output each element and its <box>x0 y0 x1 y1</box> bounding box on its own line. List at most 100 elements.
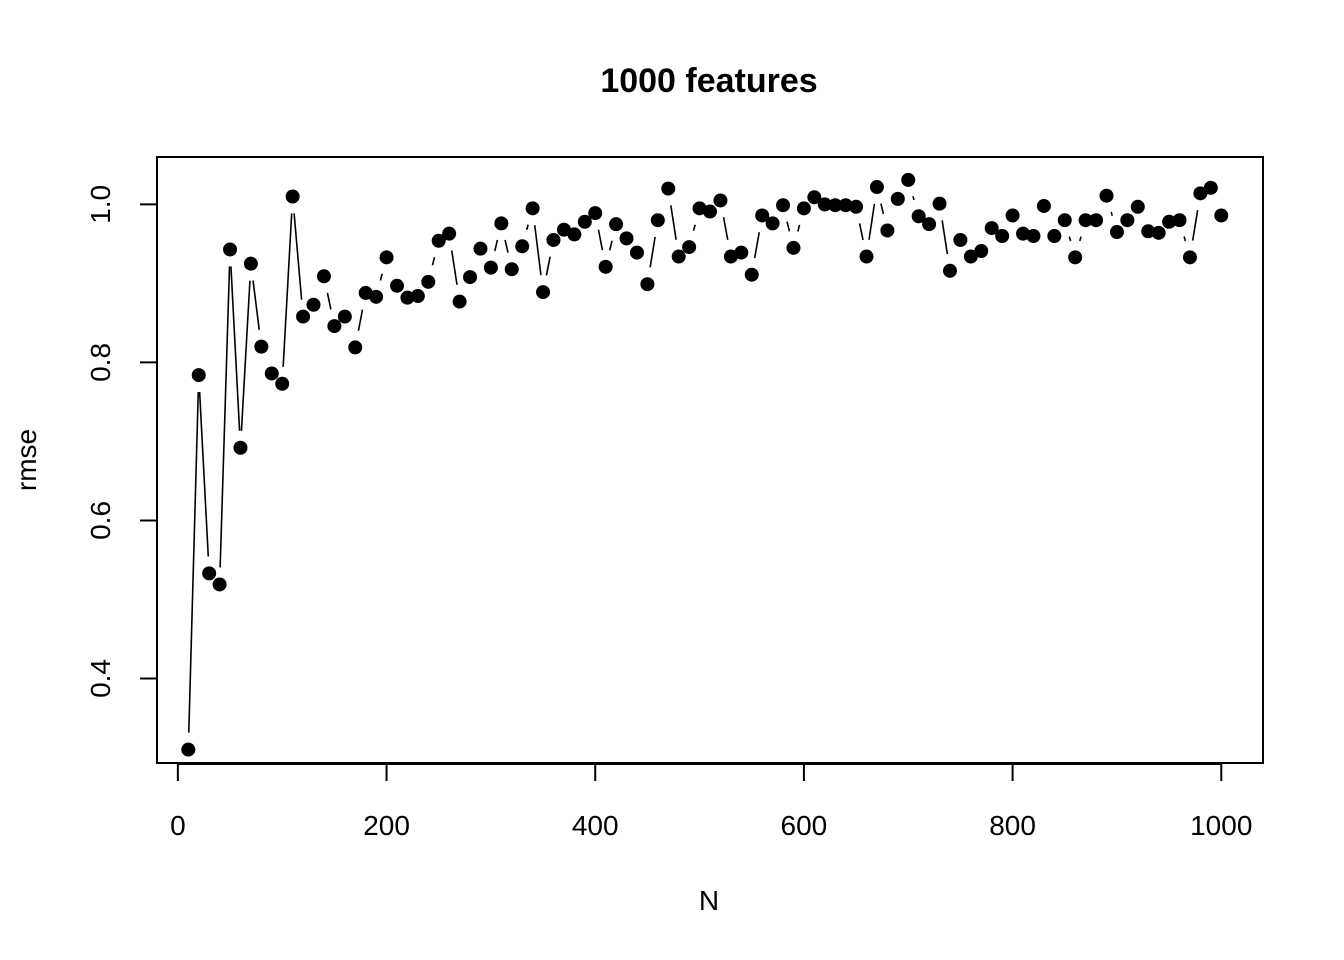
data-point <box>212 577 227 592</box>
data-point <box>796 201 811 216</box>
data-point <box>1026 229 1041 244</box>
chart-title: 1000 features <box>600 62 817 100</box>
data-point <box>713 193 728 208</box>
data-point <box>1057 213 1072 228</box>
data-point <box>400 290 415 305</box>
series-segment <box>450 250 458 285</box>
data-point <box>1151 225 1166 240</box>
data-point <box>984 221 999 236</box>
series-segment <box>198 391 210 557</box>
data-point <box>1109 225 1124 240</box>
series-segment <box>1079 236 1082 242</box>
data-point <box>1089 213 1104 228</box>
x-tick-label: 400 <box>572 810 619 841</box>
data-point <box>629 245 644 260</box>
data-point <box>463 270 478 285</box>
data-point <box>264 366 279 381</box>
data-point <box>389 278 404 293</box>
data-point <box>588 206 603 221</box>
data-point <box>807 190 822 205</box>
series-segment <box>753 232 761 259</box>
data-point <box>275 376 290 391</box>
y-tick-label: 0.4 <box>85 659 116 698</box>
data-point <box>1036 198 1051 213</box>
x-tick-label: 800 <box>989 810 1036 841</box>
series-segment <box>1068 236 1072 242</box>
data-point <box>1141 224 1156 239</box>
data-point <box>285 189 300 204</box>
data-point <box>1203 180 1218 195</box>
data-point <box>442 226 457 241</box>
x-tick-label: 1000 <box>1190 810 1252 841</box>
data-point <box>379 250 394 265</box>
y-tick-label: 0.6 <box>85 501 116 540</box>
data-point <box>1016 226 1031 241</box>
series-segment <box>597 229 604 251</box>
series-segment <box>670 205 677 240</box>
data-point <box>306 297 321 312</box>
data-point <box>494 216 509 231</box>
data-point <box>598 259 613 274</box>
data-point <box>410 289 425 304</box>
series-segment <box>608 240 613 251</box>
data-point <box>911 209 926 224</box>
data-point <box>556 222 571 237</box>
data-point <box>755 208 770 223</box>
series-segment <box>1110 211 1114 216</box>
series-segment <box>1183 236 1187 242</box>
data-point <box>1068 250 1083 265</box>
data-point <box>838 198 853 213</box>
data-point <box>890 191 905 206</box>
y-axis-label: rmse <box>11 429 42 491</box>
series-segment <box>1191 209 1199 241</box>
data-point <box>661 181 676 196</box>
data-point <box>682 240 697 255</box>
series-segment <box>525 224 529 231</box>
data-point <box>243 256 258 271</box>
data-point <box>316 269 331 284</box>
data-point <box>577 214 592 229</box>
x-tick-label: 600 <box>781 810 828 841</box>
series-segment <box>868 203 876 240</box>
series-segment <box>240 280 251 431</box>
data-point <box>546 232 561 247</box>
data-point <box>191 368 206 383</box>
series-segment <box>357 309 364 331</box>
data-point <box>995 229 1010 244</box>
series-segment <box>797 224 801 232</box>
series-segment <box>912 196 915 201</box>
data-point <box>880 223 895 238</box>
series-segment <box>858 223 864 241</box>
y-tick-label: 1.0 <box>85 185 116 224</box>
data-point <box>963 249 978 264</box>
data-point <box>1172 213 1187 228</box>
data-point <box>327 319 342 334</box>
data-point <box>369 289 384 304</box>
data-point <box>828 198 843 213</box>
data-point <box>817 197 832 212</box>
data-point <box>974 244 989 259</box>
x-tick-label: 200 <box>363 810 410 841</box>
y-tick-label: 0.8 <box>85 343 116 382</box>
data-point <box>525 201 540 216</box>
series-segment <box>219 266 231 568</box>
data-point <box>765 216 780 231</box>
series-segment <box>692 224 696 231</box>
series-segment <box>722 217 729 240</box>
series-segment <box>230 266 241 431</box>
data-point <box>1078 213 1093 228</box>
data-point <box>1120 213 1135 228</box>
data-point <box>1099 188 1114 203</box>
data-point <box>181 742 196 757</box>
series-segment <box>504 239 509 253</box>
series-segment <box>545 256 551 276</box>
data-point <box>932 196 947 211</box>
data-point <box>640 277 655 292</box>
x-tick-label: 0 <box>170 810 186 841</box>
data-point <box>849 199 864 214</box>
data-point <box>609 217 624 232</box>
data-point <box>734 245 749 260</box>
data-point <box>233 440 248 455</box>
data-point <box>1130 199 1145 214</box>
